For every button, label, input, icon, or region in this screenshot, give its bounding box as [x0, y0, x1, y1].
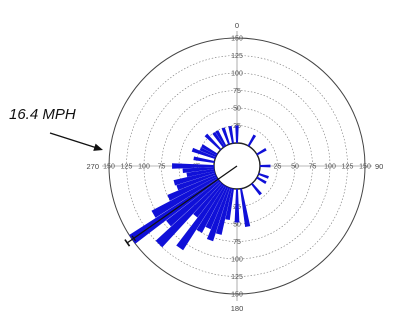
- bar-240: [151, 176, 218, 218]
- tick-label-w-75: 75: [158, 164, 166, 171]
- annotation-arrow: [49, 132, 103, 151]
- vector-error-cap: [131, 235, 136, 242]
- bar-195: [215, 187, 232, 235]
- bar-90: [259, 164, 271, 168]
- tick-label-w-150: 150: [103, 164, 115, 171]
- bar-215: [176, 184, 225, 251]
- bar-140: [251, 182, 262, 196]
- bar-270: [172, 163, 215, 169]
- tick-label-n-125: 125: [231, 53, 243, 60]
- direction-label-270: 270: [86, 162, 99, 171]
- bar-300: [201, 144, 218, 156]
- tick-label-n-75: 75: [233, 88, 241, 95]
- tick-label-e-50: 50: [291, 164, 299, 171]
- bar-250: [176, 172, 216, 191]
- bar-190: [225, 188, 234, 221]
- bar-340: [221, 127, 231, 145]
- bar-series: [129, 125, 271, 251]
- tick-label-w-100: 100: [138, 164, 150, 171]
- tick-label-n-50: 50: [233, 106, 241, 113]
- bar-265: [182, 167, 215, 174]
- tick-label-e-150: 150: [359, 164, 371, 171]
- resultant-vector: [124, 165, 238, 247]
- tick-label-e-75: 75: [309, 164, 317, 171]
- bar-360: [235, 125, 239, 144]
- tick-label-s-150: 150: [231, 292, 243, 299]
- bar-295: [199, 147, 217, 158]
- bar-180: [234, 188, 240, 223]
- tick-label-s-50: 50: [233, 222, 241, 229]
- tick-label-n-150: 150: [231, 36, 243, 43]
- direction-label-0: 0: [235, 21, 239, 30]
- vector-line: [126, 165, 238, 244]
- tick-label-s-125: 125: [231, 274, 243, 281]
- bar-280: [193, 156, 215, 163]
- tick-label-n-100: 100: [231, 71, 243, 78]
- bar-170: [240, 188, 251, 227]
- bar-30: [247, 134, 257, 147]
- bar-260: [186, 169, 215, 177]
- direction-label-90: 90: [375, 162, 383, 171]
- bar-210: [196, 185, 227, 233]
- bar-330: [215, 130, 227, 147]
- bar-225: [155, 181, 222, 248]
- bar-200: [206, 187, 231, 242]
- tick-label-s-100: 100: [231, 257, 243, 264]
- bar-290: [191, 147, 216, 160]
- bar-110: [258, 172, 269, 179]
- bar-120: [256, 176, 267, 184]
- bar-315: [204, 133, 222, 151]
- bar-325: [212, 131, 225, 148]
- tick-label-e-25: 25: [274, 164, 282, 171]
- tick-label-s-75: 75: [233, 239, 241, 246]
- vector-end-cap: [124, 239, 131, 247]
- tick-label-e-125: 125: [342, 164, 354, 171]
- bar-350: [228, 125, 234, 144]
- bar-230: [166, 180, 221, 227]
- tick-label-e-100: 100: [324, 164, 336, 171]
- speed-annotation: 16.4 MPH: [9, 106, 76, 123]
- bar-205: [205, 186, 229, 230]
- axis-labels: 0 90 180 270: [86, 21, 383, 313]
- direction-label-180: 180: [231, 304, 244, 313]
- bar-220: [193, 182, 223, 218]
- bar-245: [167, 174, 217, 201]
- arrow-head: [93, 143, 103, 151]
- arrow-shaft: [49, 132, 98, 149]
- tick-label-w-125: 125: [121, 164, 133, 171]
- bar-60: [256, 148, 267, 156]
- bar-255: [173, 171, 216, 186]
